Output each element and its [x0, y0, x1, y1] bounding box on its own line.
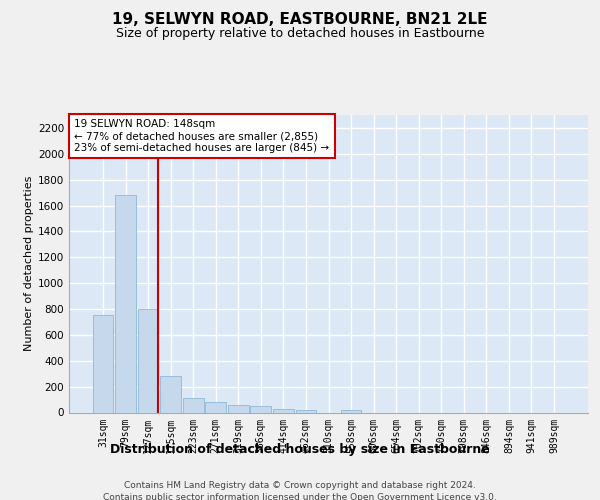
Bar — [205, 402, 226, 412]
Y-axis label: Number of detached properties: Number of detached properties — [24, 176, 34, 352]
Bar — [160, 376, 181, 412]
Bar — [228, 404, 248, 412]
Bar — [92, 316, 113, 412]
Text: 19 SELWYN ROAD: 148sqm
← 77% of detached houses are smaller (2,855)
23% of semi-: 19 SELWYN ROAD: 148sqm ← 77% of detached… — [74, 120, 329, 152]
Text: Size of property relative to detached houses in Eastbourne: Size of property relative to detached ho… — [116, 26, 484, 40]
Text: Contains HM Land Registry data © Crown copyright and database right 2024.: Contains HM Land Registry data © Crown c… — [124, 481, 476, 490]
Bar — [341, 410, 361, 412]
Text: Distribution of detached houses by size in Eastbourne: Distribution of detached houses by size … — [110, 442, 490, 456]
Text: Contains public sector information licensed under the Open Government Licence v3: Contains public sector information licen… — [103, 492, 497, 500]
Bar — [183, 398, 203, 412]
Bar — [137, 309, 158, 412]
Bar — [115, 195, 136, 412]
Text: 19, SELWYN ROAD, EASTBOURNE, BN21 2LE: 19, SELWYN ROAD, EASTBOURNE, BN21 2LE — [112, 12, 488, 28]
Bar — [296, 410, 316, 412]
Bar — [250, 406, 271, 412]
Bar — [273, 408, 294, 412]
